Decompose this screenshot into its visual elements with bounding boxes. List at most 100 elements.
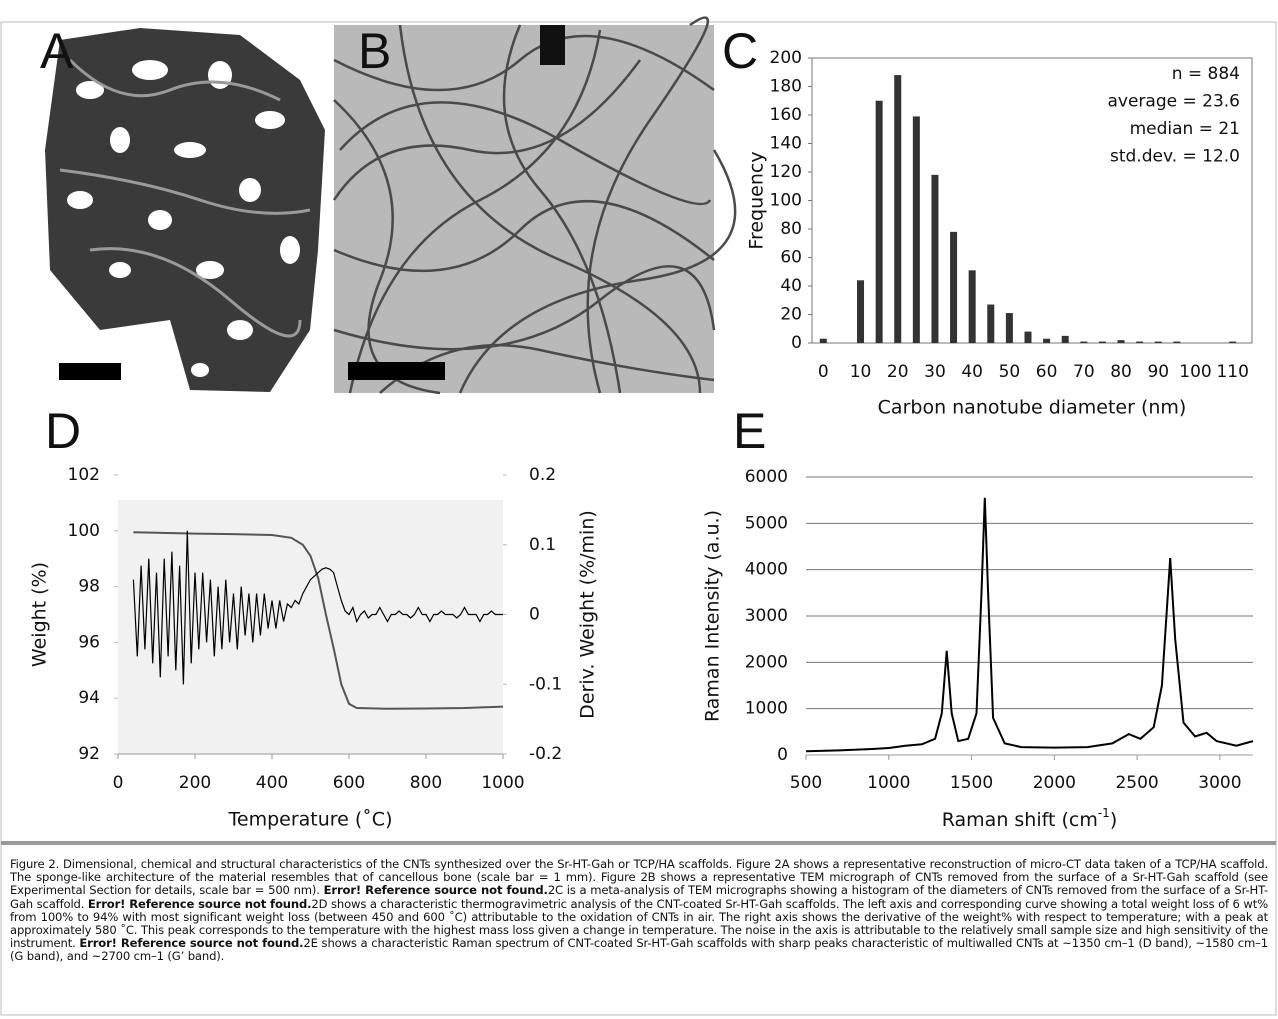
y-tick-label: 96 (78, 632, 100, 652)
y-tick-label: 2000 (745, 652, 788, 672)
y-tick-label: 92 (78, 744, 100, 764)
x-tick-label: 2500 (1115, 773, 1158, 793)
y-tick-label: 5000 (745, 513, 788, 533)
y-tick-label: 98 (78, 577, 100, 597)
bar (950, 231, 958, 343)
micro-ct-image (45, 28, 325, 392)
y2-tick-label: -0.1 (529, 674, 562, 694)
panel-letter: A (40, 23, 74, 79)
bar (1117, 340, 1125, 343)
data-line (132, 530, 503, 685)
bar (857, 280, 865, 343)
tem-image (332, 16, 737, 395)
x-axis-label-part: Raman shift (cm (942, 809, 1098, 831)
data-line (805, 497, 1254, 753)
x-tick-label: 30 (924, 362, 946, 382)
annotation: n = 884 (1172, 64, 1240, 84)
y-axis-label: Weight (%) (29, 562, 51, 667)
y-tick-label: 120 (770, 162, 802, 182)
y-tick-label: 100 (68, 521, 100, 541)
x-tick-label: 80 (1110, 362, 1132, 382)
panel-letter: D (45, 403, 81, 459)
x-tick-label: 600 (333, 773, 365, 793)
caption-run: 2D shows a characteristic thermogravimet… (10, 896, 1268, 951)
x-tick-label: 90 (1147, 362, 1169, 382)
x-tick-label: 0 (818, 362, 829, 382)
caption-run: 2C is a meta-analysis of TEM micrographs… (10, 883, 1268, 911)
y2-tick-label: 0.1 (529, 535, 556, 555)
y-tick-label: 80 (780, 219, 802, 239)
separator (1, 841, 1276, 845)
y-tick-label: 40 (780, 276, 802, 296)
bar (931, 174, 939, 343)
bar (1136, 341, 1144, 343)
x-tick-label: 400 (256, 773, 288, 793)
y2-tick-label: 0.2 (529, 465, 556, 485)
panel-letter: C (722, 23, 758, 79)
x-tick-label: 70 (1073, 362, 1095, 382)
bar (1061, 335, 1069, 343)
y-tick-label: 140 (770, 134, 802, 154)
caption-run: 2E shows a characteristic Raman spectrum… (10, 936, 1268, 964)
bar (1080, 341, 1088, 343)
bar (1154, 341, 1162, 343)
y-tick-label: 180 (770, 77, 802, 97)
y-axis-label: Frequency (746, 151, 768, 249)
x-axis-label-part: -1 (1098, 806, 1110, 820)
y-tick-label: 3000 (745, 606, 788, 626)
x-tick-label: 50 (999, 362, 1021, 382)
x-tick-label: 200 (179, 773, 211, 793)
caption: Figure 2. Dimensional, chemical and stru… (10, 857, 1268, 964)
x-axis-label: Carbon nanotube diameter (nm) (878, 397, 1187, 419)
x-tick-label: 40 (961, 362, 983, 382)
bar (987, 304, 995, 343)
y-tick-label: 1000 (745, 699, 788, 719)
x-axis-label: Raman shift (cm-1) (942, 806, 1117, 831)
y-tick-label: 160 (770, 105, 802, 125)
caption-run: Figure 2. Dimensional, chemical and stru… (10, 857, 1268, 898)
y-tick-label: 102 (68, 465, 100, 485)
bar (1229, 341, 1237, 343)
bar (912, 116, 920, 343)
plot-background (118, 500, 503, 754)
y-tick-label: 6000 (745, 467, 788, 487)
y2-tick-label: -0.2 (529, 744, 562, 764)
x-tick-label: 10 (850, 362, 872, 382)
y-axis-label: Raman Intensity (a.u.) (702, 510, 724, 722)
y-tick-label: 94 (78, 688, 100, 708)
y-tick-label: 20 (780, 305, 802, 325)
x-tick-label: 110 (1216, 362, 1248, 382)
annotation: std.dev. = 12.0 (1110, 147, 1240, 167)
bar (894, 75, 902, 343)
panel-letter: B (358, 23, 391, 79)
bar (1024, 331, 1032, 343)
y2-tick-label: 0 (529, 605, 540, 625)
y-tick-label: 200 (770, 48, 802, 68)
y-tick-label: 4000 (745, 560, 788, 580)
caption-run: Error! Reference source not found. (79, 936, 304, 951)
x-tick-label: 100 (1179, 362, 1211, 382)
x-tick-label: 20 (887, 362, 909, 382)
annotation: average = 23.6 (1108, 92, 1241, 112)
x-axis-label-part: ) (1110, 809, 1117, 831)
x-tick-label: 1000 (481, 773, 524, 793)
y2-axis-label: Deriv. Weight (%/min) (577, 510, 599, 719)
x-tick-label: 1500 (950, 773, 993, 793)
y-tick-label: 0 (791, 333, 802, 353)
y-tick-label: 60 (780, 248, 802, 268)
x-tick-label: 500 (790, 773, 822, 793)
bar (1098, 341, 1106, 343)
bar (1043, 338, 1051, 343)
frame (0, 21, 1277, 1016)
bar (875, 100, 883, 343)
data-line (133, 531, 504, 710)
x-tick-label: 60 (1036, 362, 1058, 382)
x-axis-label: Temperature (˚C) (228, 809, 393, 831)
bar (1173, 341, 1181, 343)
caption-run: Error! Reference source not found. (87, 896, 312, 911)
x-tick-label: 3000 (1198, 773, 1241, 793)
x-tick-label: 800 (410, 773, 442, 793)
y-tick-label: 0 (777, 745, 788, 765)
